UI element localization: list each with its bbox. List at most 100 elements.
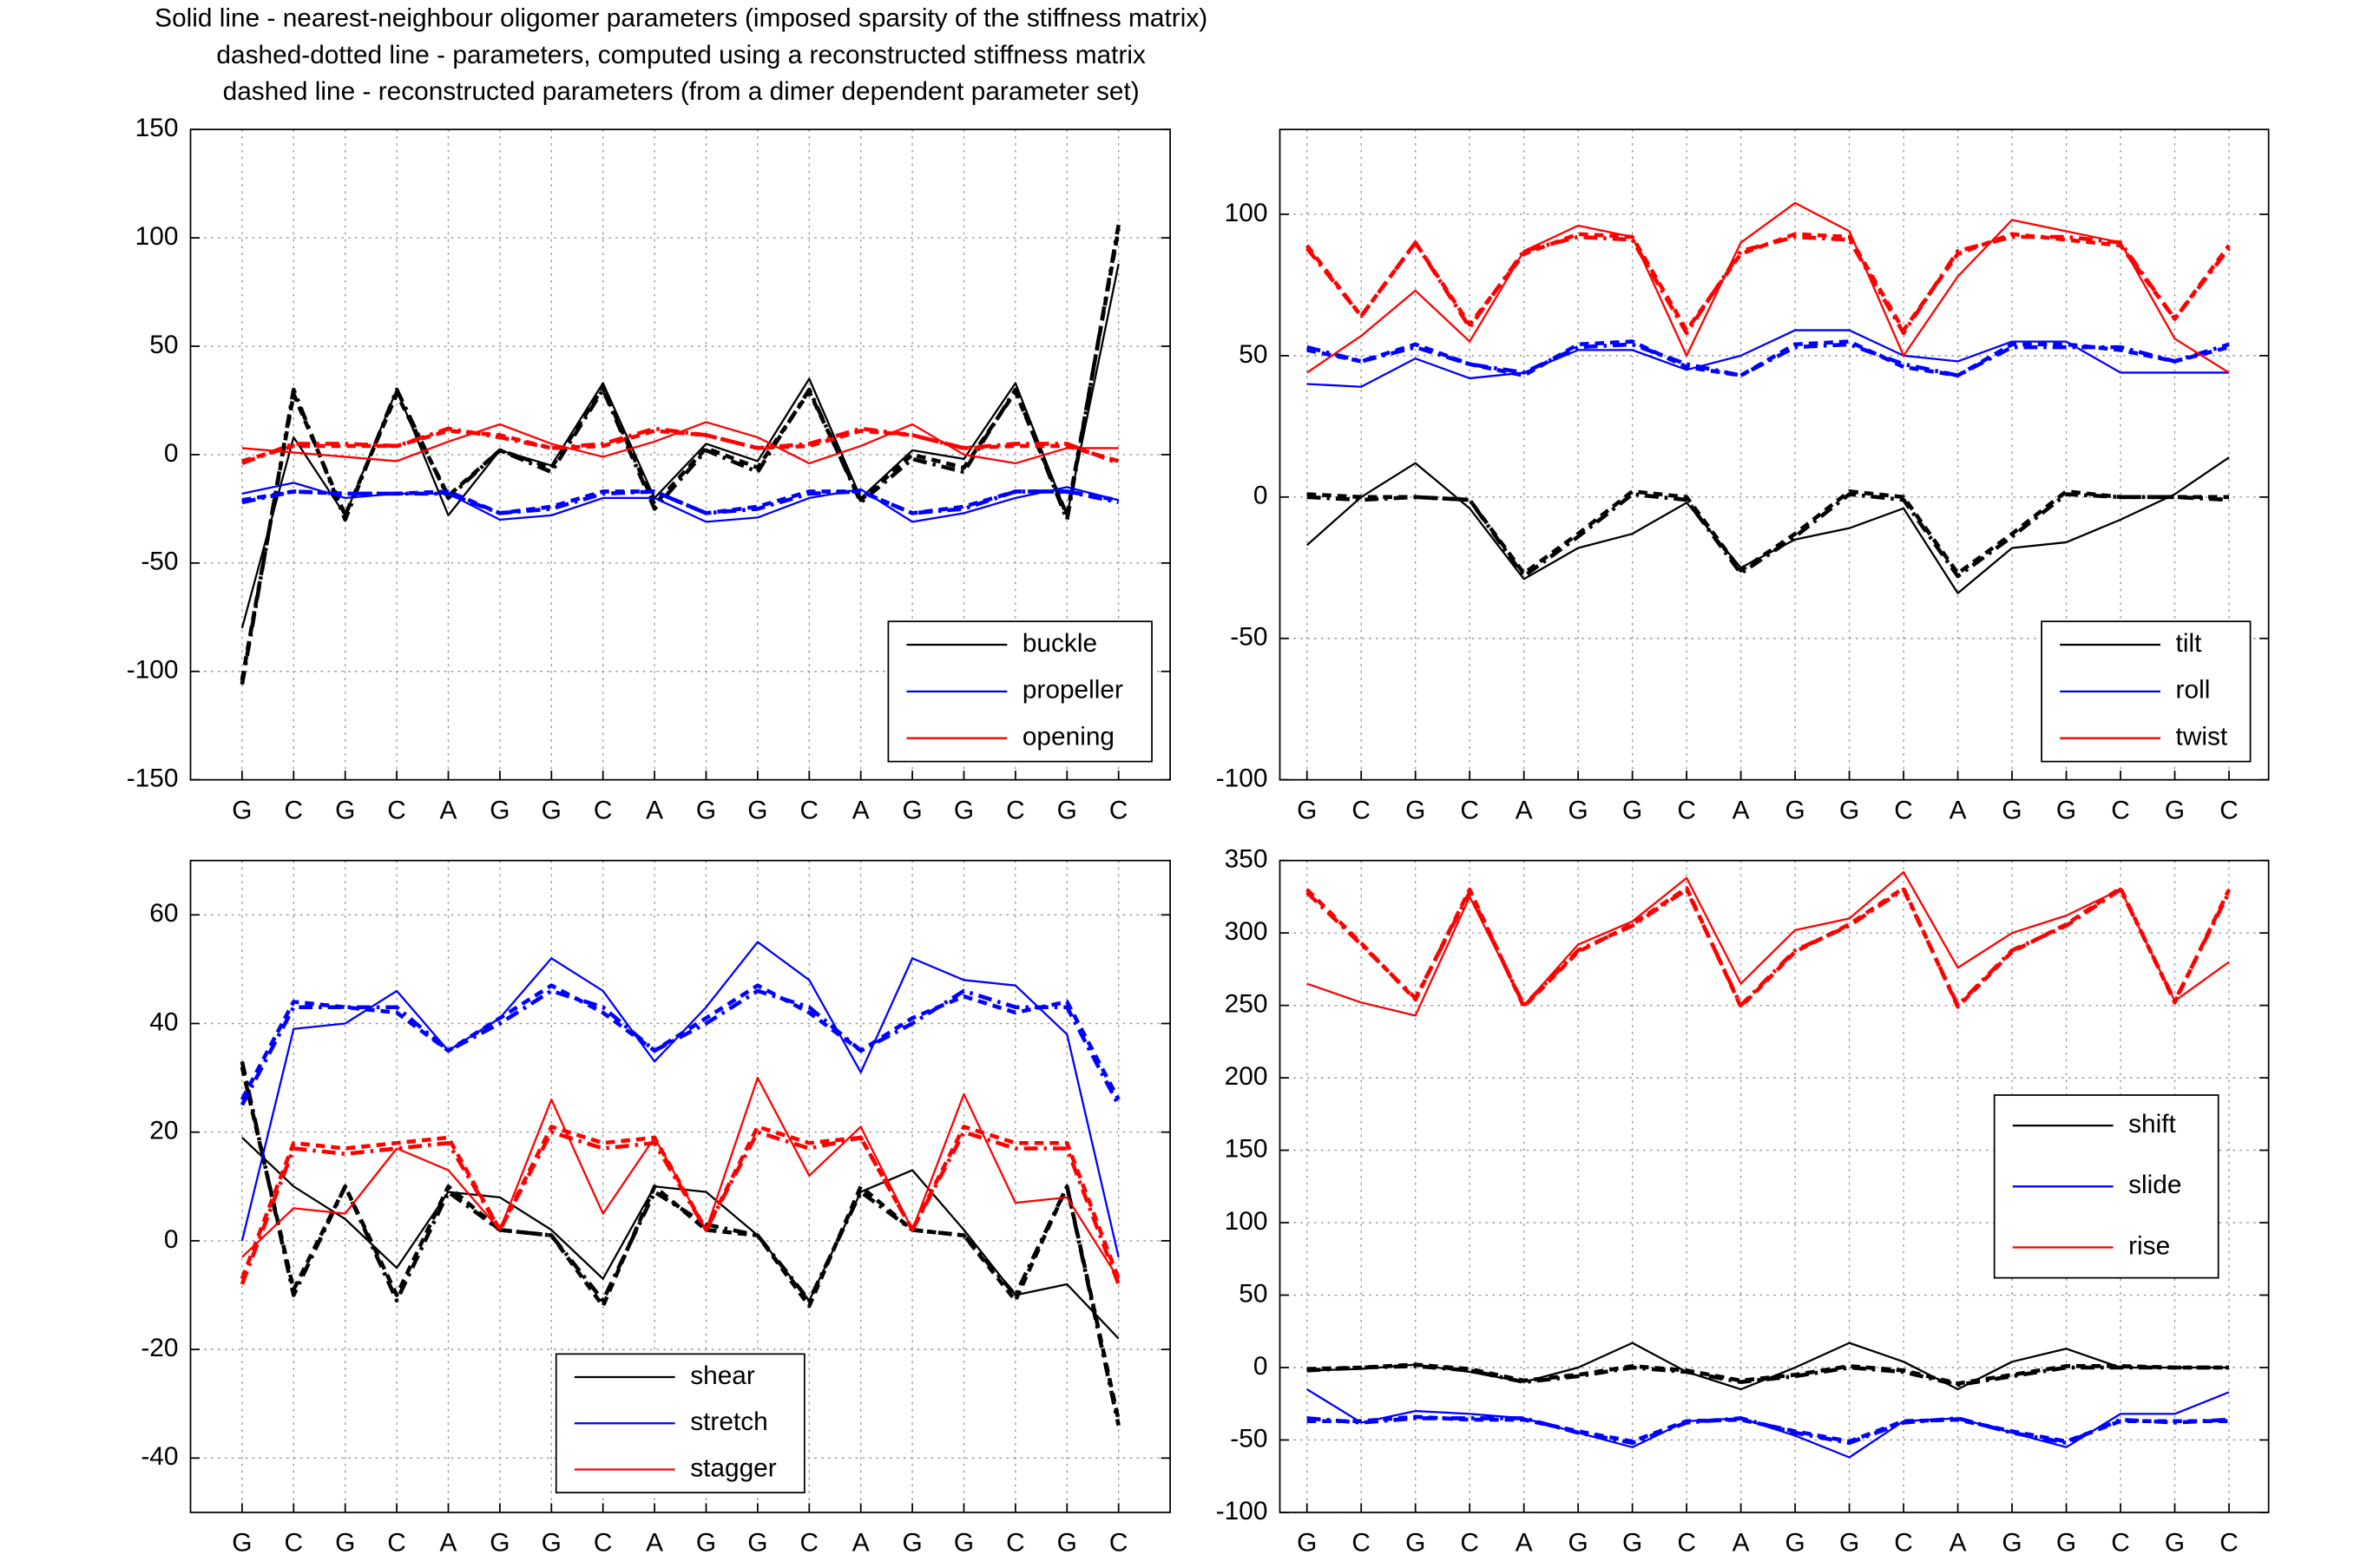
- series-line: [1306, 1414, 2229, 1444]
- x-tick-label: C: [1006, 1529, 1025, 1558]
- x-tick-label: G: [1057, 1529, 1077, 1558]
- x-tick-label: C: [594, 796, 613, 824]
- x-tick-label: C: [1894, 796, 1913, 824]
- x-tick-label: A: [1516, 1529, 1533, 1558]
- legend-label: shear: [690, 1361, 755, 1390]
- x-tick-label: C: [1894, 1529, 1913, 1558]
- axes-frame: [189, 128, 1171, 781]
- y-tick-label: 50: [1239, 340, 1267, 369]
- y-tick-label: -50: [1230, 623, 1267, 652]
- y-tick-label: -100: [1216, 764, 1268, 793]
- series-line: [240, 988, 1121, 1106]
- x-tick-label: C: [387, 796, 406, 824]
- y-tick-label: 100: [1225, 199, 1268, 227]
- x-tick-label: G: [232, 796, 252, 824]
- x-tick-label: G: [1785, 1529, 1805, 1558]
- x-tick-label: G: [1785, 796, 1805, 824]
- series-line: [240, 1130, 1121, 1285]
- legend-label: propeller: [1022, 676, 1123, 705]
- x-tick-label: G: [1405, 1529, 1425, 1558]
- y-tick-label: 350: [1225, 845, 1268, 874]
- x-tick-label: C: [800, 796, 819, 824]
- x-tick-label: G: [1568, 1529, 1588, 1558]
- y-tick-label: 100: [135, 222, 179, 251]
- x-tick-label: G: [1622, 796, 1642, 824]
- legend-label: opening: [1022, 723, 1115, 751]
- x-tick-label: G: [1057, 796, 1077, 824]
- legend-label: rise: [2128, 1231, 2170, 1260]
- y-tick-label: 200: [1225, 1062, 1268, 1091]
- x-tick-label: A: [1733, 1529, 1750, 1558]
- series-line: [1306, 870, 2230, 1017]
- x-tick-label: A: [1733, 796, 1750, 824]
- x-tick-label: G: [902, 1529, 922, 1558]
- y-tick-label: -50: [141, 548, 178, 576]
- series-line: [1305, 886, 2232, 1009]
- x-tick-label: G: [696, 796, 716, 824]
- x-tick-label: G: [1405, 796, 1425, 824]
- series-line: [1306, 1362, 2229, 1386]
- y-tick-label: -40: [141, 1442, 178, 1471]
- x-tick-label: G: [542, 796, 562, 824]
- series-line: [241, 429, 1120, 463]
- x-tick-label: G: [2165, 1529, 2185, 1558]
- y-tick-label: 0: [1253, 1352, 1268, 1381]
- x-tick-label: G: [747, 1529, 767, 1558]
- legend-label: slide: [2128, 1171, 2181, 1199]
- x-tick-label: C: [1460, 796, 1479, 824]
- x-tick-label: G: [542, 1529, 562, 1558]
- legend-label: twist: [2176, 723, 2228, 751]
- axes-frame: [189, 859, 1171, 1513]
- y-tick-label: 150: [1225, 1134, 1268, 1163]
- legend-label: stagger: [690, 1453, 777, 1482]
- legend-label: tilt: [2176, 629, 2203, 658]
- x-tick-label: C: [1351, 1529, 1371, 1558]
- y-tick-label: -100: [1216, 1497, 1268, 1525]
- x-tick-label: C: [2111, 1529, 2130, 1558]
- x-tick-label: G: [1297, 796, 1317, 824]
- y-tick-label: 50: [1239, 1279, 1267, 1308]
- x-tick-label: G: [2056, 1529, 2076, 1558]
- series-line: [1305, 232, 2231, 332]
- x-tick-label: C: [594, 1529, 613, 1558]
- x-tick-label: A: [440, 1529, 457, 1558]
- x-tick-label: G: [2002, 1529, 2022, 1558]
- x-tick-label: C: [2219, 1529, 2239, 1558]
- x-tick-label: C: [2219, 796, 2239, 824]
- series-line: [1306, 489, 2229, 576]
- x-tick-label: C: [387, 1529, 406, 1558]
- x-tick-label: C: [1460, 1529, 1479, 1558]
- x-tick-label: G: [747, 796, 767, 824]
- x-tick-label: G: [490, 1529, 510, 1558]
- x-tick-label: A: [1950, 1529, 1967, 1558]
- x-tick-label: G: [490, 796, 510, 824]
- x-tick-label: G: [1297, 1529, 1317, 1558]
- x-tick-label: C: [1109, 1529, 1128, 1558]
- x-tick-label: C: [1677, 796, 1696, 824]
- y-tick-label: 300: [1225, 917, 1268, 946]
- x-tick-label: C: [1677, 1529, 1696, 1558]
- y-tick-label: 0: [1253, 482, 1268, 510]
- x-tick-label: A: [1950, 796, 1967, 824]
- series-line: [1306, 339, 2230, 377]
- x-tick-label: A: [646, 1529, 663, 1558]
- x-tick-label: G: [232, 1529, 252, 1558]
- x-tick-label: A: [440, 796, 457, 824]
- y-tick-label: 0: [164, 1225, 179, 1254]
- axes-frame: [1279, 859, 2270, 1513]
- axes-frame: [1279, 128, 2270, 781]
- title-line: Solid line - nearest-neighbour oligomer …: [155, 4, 1207, 33]
- x-tick-label: C: [1006, 796, 1025, 824]
- y-tick-label: -20: [141, 1334, 178, 1362]
- y-tick-label: 150: [135, 114, 179, 142]
- x-tick-label: C: [1109, 796, 1128, 824]
- x-tick-label: G: [2002, 796, 2022, 824]
- series-line: [240, 983, 1121, 1101]
- x-tick-label: G: [335, 1529, 355, 1558]
- y-tick-label: 250: [1225, 990, 1268, 1019]
- y-tick-label: 40: [149, 1007, 178, 1036]
- y-tick-label: 0: [164, 439, 179, 468]
- x-tick-label: G: [1568, 796, 1588, 824]
